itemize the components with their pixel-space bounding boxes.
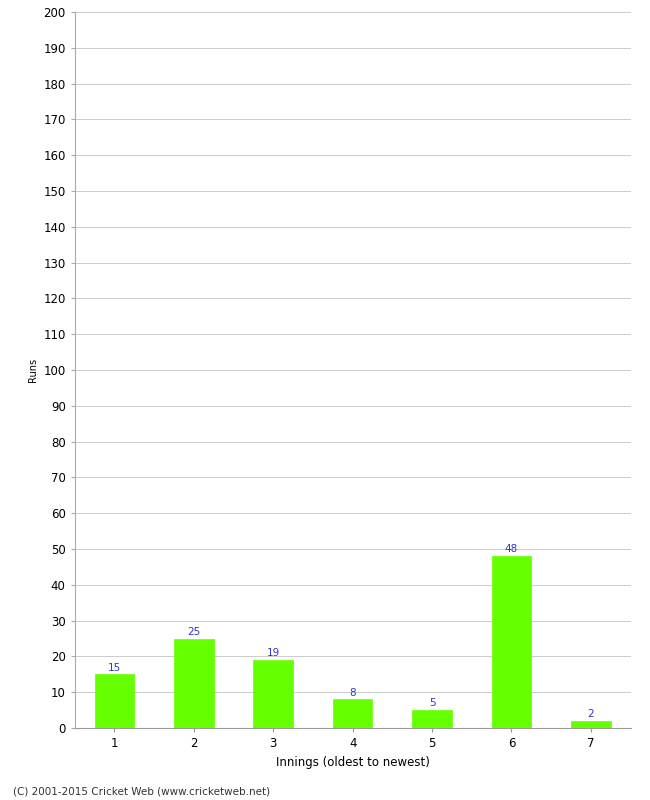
Bar <box>333 699 372 728</box>
Bar <box>571 721 610 728</box>
Text: 19: 19 <box>266 648 280 658</box>
Text: 15: 15 <box>108 662 121 673</box>
X-axis label: Innings (oldest to newest): Innings (oldest to newest) <box>276 755 430 769</box>
Bar <box>491 556 531 728</box>
Text: 25: 25 <box>187 626 200 637</box>
Bar <box>95 674 135 728</box>
Bar <box>254 660 293 728</box>
Text: 8: 8 <box>349 687 356 698</box>
Y-axis label: Runs: Runs <box>28 358 38 382</box>
Bar <box>412 710 452 728</box>
Bar <box>174 638 214 728</box>
Text: 2: 2 <box>588 709 594 719</box>
Text: 48: 48 <box>505 544 518 554</box>
Text: 5: 5 <box>429 698 436 708</box>
Text: (C) 2001-2015 Cricket Web (www.cricketweb.net): (C) 2001-2015 Cricket Web (www.cricketwe… <box>13 786 270 796</box>
